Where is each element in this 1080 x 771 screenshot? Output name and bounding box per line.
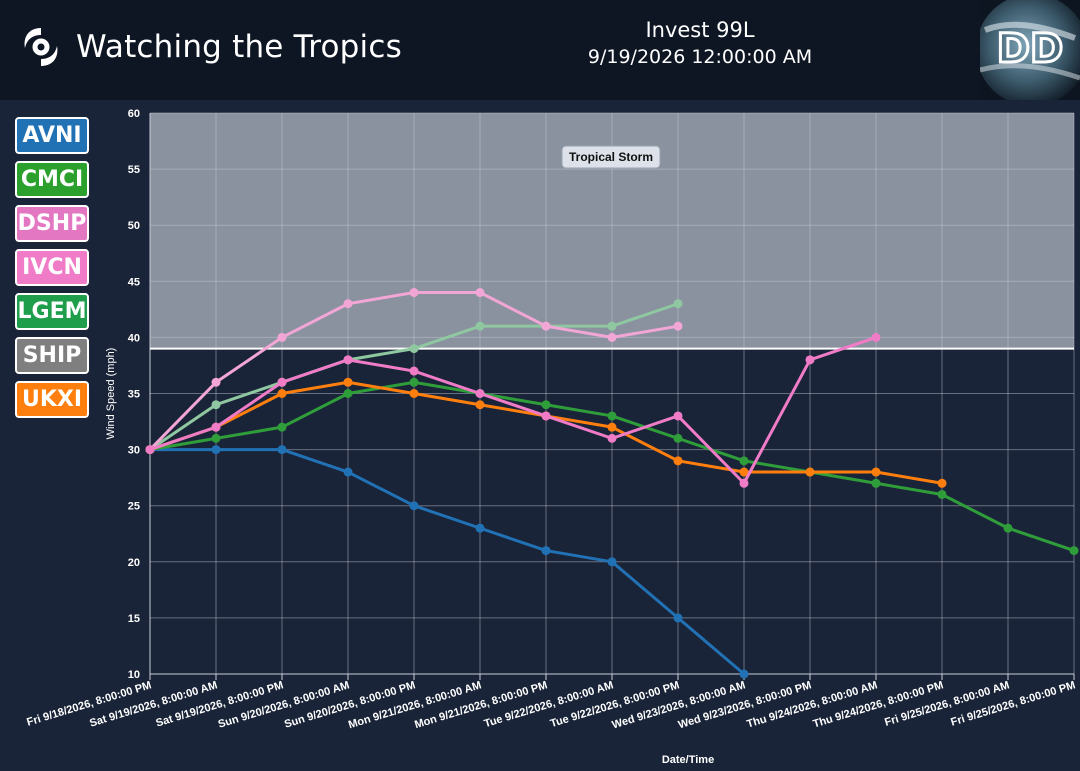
- data-point-ship: [607, 321, 617, 331]
- data-point-lgem: [541, 400, 551, 410]
- data-point-ship: [409, 344, 419, 354]
- data-point-lgem: [739, 456, 749, 466]
- data-point-dshp: [343, 299, 353, 309]
- data-point-lgem: [871, 478, 881, 488]
- logo: DD: [980, 0, 1080, 100]
- data-point-ship: [475, 321, 485, 331]
- series-line-avni: [150, 448, 745, 676]
- data-point-avni: [475, 523, 485, 533]
- y-tick-label: 20: [128, 557, 140, 569]
- data-point-dshp: [541, 321, 551, 331]
- data-point-ukxi: [937, 478, 947, 488]
- data-point-ivcn: [145, 445, 155, 455]
- x-axis-title: Date/Time: [662, 754, 714, 766]
- series-line-ivcn: [149, 335, 877, 485]
- data-point-avni: [673, 613, 683, 623]
- data-point-ukxi: [673, 456, 683, 466]
- legend-button-ivcn[interactable]: IVCN: [15, 249, 89, 286]
- data-point-avni: [211, 445, 221, 455]
- storm-info: Invest 99L 9/19/2026 12:00:00 AM: [540, 16, 860, 70]
- data-point-ivcn: [739, 478, 749, 488]
- series-legend: AVNI CMCI DSHP IVCN LGEM SHIP UKXI: [15, 117, 93, 425]
- data-point-ukxi: [409, 389, 419, 398]
- data-point-ukxi: [343, 377, 353, 387]
- data-point-ivcn: [541, 411, 551, 421]
- data-point-ivcn: [805, 355, 815, 365]
- data-point-dshp: [607, 332, 617, 342]
- data-point-dshp: [277, 332, 287, 342]
- data-point-ship: [673, 299, 683, 309]
- tropical-storm-label-box: [561, 145, 661, 169]
- data-point-lgem: [211, 433, 221, 443]
- data-point-ivcn: [871, 332, 881, 342]
- data-point-ukxi: [277, 389, 287, 398]
- y-tick-label: 60: [128, 108, 140, 120]
- data-point-lgem: [343, 389, 353, 398]
- data-point-lgem: [937, 489, 947, 499]
- y-tick-label: 55: [128, 164, 140, 176]
- data-point-ivcn: [607, 433, 617, 443]
- y-tick-label: 40: [128, 332, 140, 344]
- tropical-storm-label: Tropical Storm: [569, 150, 653, 164]
- data-point-avni: [343, 467, 353, 477]
- data-point-ukxi: [805, 467, 815, 477]
- data-point-ivcn: [277, 377, 287, 387]
- hurricane-icon: [24, 28, 58, 66]
- y-tick-label: 15: [128, 613, 140, 625]
- data-point-lgem: [277, 422, 287, 432]
- data-point-ivcn: [343, 355, 353, 365]
- legend-button-avni[interactable]: AVNI: [15, 117, 89, 154]
- data-point-ivcn: [475, 389, 485, 398]
- legend-button-ship[interactable]: SHIP: [15, 337, 89, 374]
- data-point-dshp: [211, 377, 221, 387]
- data-point-avni: [541, 546, 551, 556]
- y-tick-label: 45: [128, 276, 140, 288]
- data-point-ivcn: [673, 411, 683, 421]
- data-point-ukxi: [475, 400, 485, 410]
- legend-button-dshp[interactable]: DSHP: [15, 205, 89, 242]
- brand: Watching the Tropics: [18, 22, 402, 72]
- data-point-avni: [739, 669, 749, 679]
- data-point-avni: [277, 445, 287, 455]
- data-point-ukxi: [871, 467, 881, 477]
- y-tick-label: 50: [128, 220, 140, 232]
- y-axis-title: Wind Speed (mph): [105, 348, 117, 440]
- data-point-ship: [211, 400, 221, 410]
- data-point-ukxi: [739, 467, 749, 477]
- legend-button-lgem[interactable]: LGEM: [15, 293, 89, 330]
- data-point-lgem: [1069, 546, 1079, 556]
- data-point-dshp: [409, 288, 419, 298]
- data-point-ivcn: [409, 366, 419, 376]
- data-point-ukxi: [607, 422, 617, 432]
- storm-time: 9/19/2026 12:00:00 AM: [587, 46, 813, 68]
- y-tick-label: 30: [128, 445, 140, 457]
- data-point-lgem: [1003, 523, 1013, 533]
- header-bar: Watching the Tropics Invest 99L 9/19/202…: [0, 0, 1080, 100]
- storm-name: Invest 99L: [645, 18, 755, 42]
- legend-button-cmci[interactable]: CMCI: [15, 161, 89, 198]
- data-point-avni: [607, 557, 617, 567]
- x-tick-label: Fri 9/25/2026, 8:00:00 PM: [949, 679, 1076, 728]
- data-point-ivcn: [211, 422, 221, 432]
- y-tick-label: 35: [128, 389, 140, 401]
- data-point-lgem: [673, 433, 683, 443]
- svg-text:DD: DD: [997, 26, 1063, 72]
- legend-button-ukxi[interactable]: UKXI: [15, 381, 89, 418]
- y-tick-label: 25: [128, 501, 140, 513]
- app-title: Watching the Tropics: [76, 29, 402, 65]
- data-point-dshp: [673, 321, 683, 331]
- data-point-lgem: [409, 377, 419, 387]
- data-point-avni: [409, 501, 419, 511]
- data-point-dshp: [475, 288, 485, 298]
- y-tick-label: 10: [128, 669, 140, 681]
- data-point-lgem: [607, 411, 617, 421]
